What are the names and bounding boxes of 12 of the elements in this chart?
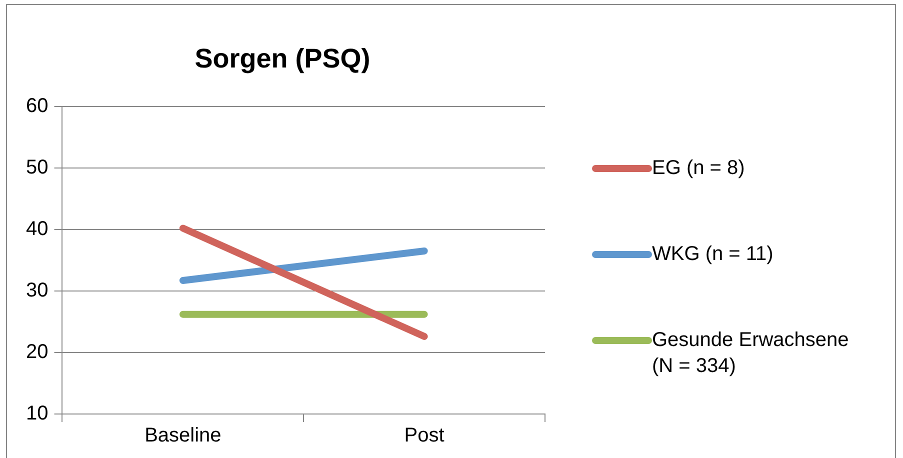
chart-title: Sorgen (PSQ) <box>194 44 370 74</box>
legend-label: Gesunde Erwachsene (N = 334) <box>652 328 850 379</box>
y-tick-label: 60 <box>26 94 48 117</box>
legend-label: EG (n = 8) <box>652 156 746 181</box>
x-tick-label: Post <box>404 424 445 447</box>
y-tick-label: 20 <box>26 340 48 363</box>
x-tick-label: Baseline <box>144 424 222 447</box>
y-tick-label: 10 <box>26 402 48 425</box>
legend-label: WKG (n = 11) <box>652 242 774 267</box>
y-tick-label: 30 <box>26 279 48 302</box>
y-tick-label: 40 <box>26 218 48 240</box>
y-tick-label: 50 <box>26 156 48 178</box>
